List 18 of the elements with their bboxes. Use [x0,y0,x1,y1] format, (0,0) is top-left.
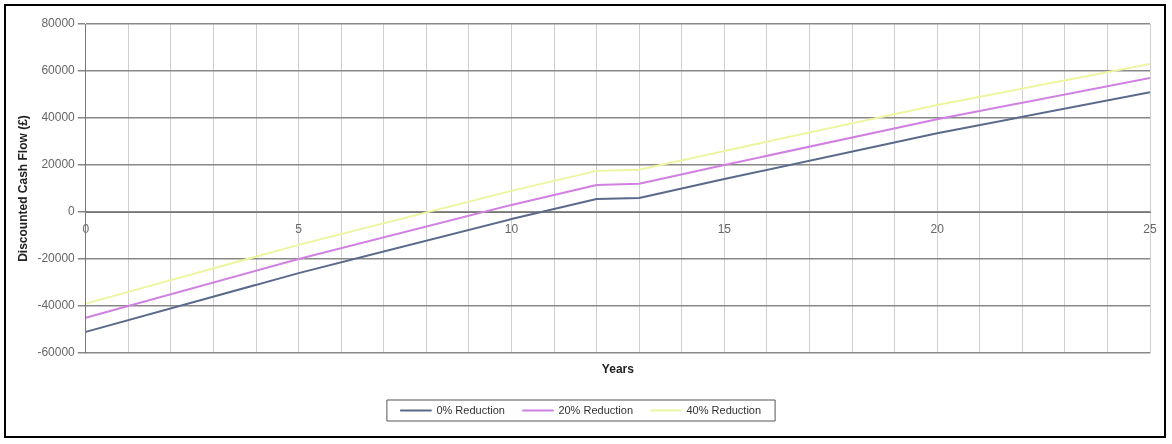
legend-label: 40% Reduction [686,403,762,416]
x-axis-title: Years [601,362,635,377]
legend-label: 20% Reduction [558,403,633,416]
x-tick-label: 15 [717,221,732,236]
y-tick-label: -60000 [37,345,76,360]
x-tick-label: 25 [1143,221,1157,236]
y-tick-label: -20000 [37,251,76,266]
y-tick-label: 40000 [41,110,76,125]
y-axis-title: Discounted Cash Flow (£) [15,115,30,262]
y-tick-label: -40000 [37,298,76,313]
y-tick-label: 80000 [41,16,76,31]
legend-label: 0% Reduction [436,403,505,416]
y-tick-label: 60000 [41,63,76,78]
x-tick-label: 20 [930,221,945,236]
y-tick-label: 20000 [41,157,76,172]
y-tick-label: 0 [68,204,76,219]
x-tick-label: 10 [504,221,519,236]
x-tick-label: 5 [295,221,303,236]
